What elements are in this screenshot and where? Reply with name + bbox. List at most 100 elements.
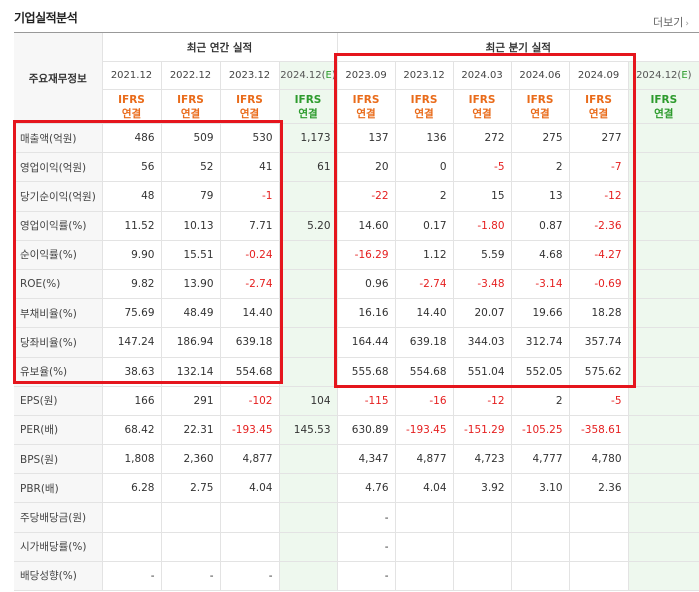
table-cell: 4.68 [510, 240, 570, 270]
table-cell: -151.29 [452, 415, 512, 446]
table-cell: 19.66 [510, 298, 570, 329]
period-header: 2023.12 [394, 61, 454, 90]
table-row: 당좌비율(%) 147.24 186.94 639.18 164.44 639.18 344… [14, 327, 699, 358]
ifrs-label: IFRS [410, 93, 438, 106]
table-cell: 137 [336, 123, 396, 154]
ifrs-label: IFRS [177, 93, 204, 106]
table-cell: -193.45 [394, 415, 454, 446]
table-cell [627, 152, 699, 183]
table-cell: 104 [278, 385, 338, 416]
chevron-right-icon: › [685, 19, 689, 29]
table-cell [394, 502, 454, 533]
table-cell: -16 [394, 385, 454, 416]
table-cell: 291 [160, 385, 220, 416]
table-cell: 16.16 [336, 298, 396, 329]
table-cell: - [336, 532, 396, 562]
table-cell: 56 [101, 152, 161, 183]
row-label: 순이익률(%) [14, 240, 102, 270]
row-label: ROE(%) [14, 269, 102, 300]
table-cell: 164.44 [336, 327, 396, 358]
table-cell: 357.74 [568, 327, 629, 358]
table-cell: 0.87 [510, 210, 570, 241]
table-cell: -2.74 [219, 269, 279, 300]
row-label: BPS(원) [14, 444, 102, 475]
table-cell [627, 181, 699, 212]
table-cell: -3.48 [452, 269, 512, 300]
table-cell: 5.20 [278, 210, 338, 241]
table-cell: 2 [510, 152, 570, 183]
table-cell: 79 [160, 181, 220, 212]
financial-table: 주요재무정보 최근 연간 실적 최근 분기 실적 2021.12 2022.12 2… [14, 32, 699, 592]
table-cell: 166 [101, 385, 161, 416]
table-cell: -193.45 [219, 415, 279, 446]
table-cell: 147.24 [101, 327, 161, 358]
row-label: 주당배당금(원) [14, 502, 102, 533]
table-cell [568, 532, 629, 562]
ifrs-label: IFRS [118, 93, 145, 106]
table-cell: 4.04 [219, 473, 279, 504]
table-cell [627, 532, 699, 562]
row-label: 영업이익(억원) [14, 152, 102, 183]
period-header: 2022.12 [160, 61, 220, 90]
table-cell: -16.29 [336, 240, 396, 270]
table-cell: 575.62 [568, 357, 629, 387]
table-cell: 48.49 [160, 298, 220, 329]
accounting-basis: IFRS 연결 [101, 89, 161, 124]
table-cell: 13.90 [160, 269, 220, 300]
table-cell [219, 532, 279, 562]
table-cell: 4.76 [336, 473, 396, 504]
table-cell [627, 298, 699, 329]
table-cell: -4.27 [568, 240, 629, 270]
table-cell: 136 [394, 123, 454, 154]
table-cell: 4,877 [394, 444, 454, 475]
table-cell: 132.14 [160, 357, 220, 387]
table-cell [452, 502, 512, 533]
table-cell: 0.96 [336, 269, 396, 300]
table-cell: 4,780 [568, 444, 629, 475]
table-cell: 4,777 [510, 444, 570, 475]
table-row: 영업이익률(%) 11.52 10.13 7.71 5.20 14.60 0.17 -1.80… [14, 210, 699, 241]
ifrs-label: IFRS [650, 93, 678, 106]
table-cell: -2.74 [394, 269, 454, 300]
row-label: 시가배당률(%) [14, 532, 102, 562]
table-cell: -105.25 [510, 415, 570, 446]
table-cell: -0.69 [568, 269, 629, 300]
table-cell: 639.18 [394, 327, 454, 358]
table-cell [627, 444, 699, 475]
period-header: 2023.09 [336, 61, 396, 90]
basis-label: 연결 [298, 107, 318, 120]
table-cell: 4.04 [394, 473, 454, 504]
table-cell [627, 240, 699, 270]
table-cell [278, 473, 338, 504]
table-cell: 38.63 [101, 357, 161, 387]
table-cell: 18.28 [568, 298, 629, 329]
basis-label: 연결 [530, 107, 550, 120]
table-cell [627, 327, 699, 358]
row-label: 유보율(%) [14, 357, 102, 387]
table-cell: 22.31 [160, 415, 220, 446]
table-cell: -1 [219, 181, 279, 212]
table-cell [278, 444, 338, 475]
table-cell [278, 561, 338, 592]
table-cell: 275 [510, 123, 570, 154]
row-label: 배당성향(%) [14, 561, 102, 592]
row-label: 당기순이익(억원) [14, 181, 102, 212]
table-cell: 14.60 [336, 210, 396, 241]
table-cell [627, 357, 699, 387]
table-cell [627, 385, 699, 416]
table-cell: 61 [278, 152, 338, 183]
table-cell [278, 357, 338, 387]
basis-label: 연결 [654, 107, 674, 120]
table-row: PER(배) 68.42 22.31 -193.45 145.53 630.89 -193.… [14, 415, 699, 446]
table-cell: 11.52 [101, 210, 161, 241]
table-cell: -22 [336, 181, 396, 212]
table-cell [627, 123, 699, 154]
table-cell: 0 [394, 152, 454, 183]
table-cell: 75.69 [101, 298, 161, 329]
table-row: 영업이익(억원) 56 52 41 61 20 0 -5 2 -7 [14, 152, 699, 183]
row-label: 부채비율(%) [14, 298, 102, 329]
table-cell [278, 327, 338, 358]
more-link[interactable]: 더보기 › [653, 14, 689, 30]
period-header: 2024.12(E) [627, 61, 699, 90]
accounting-basis: IFRS 연결 [160, 89, 220, 124]
